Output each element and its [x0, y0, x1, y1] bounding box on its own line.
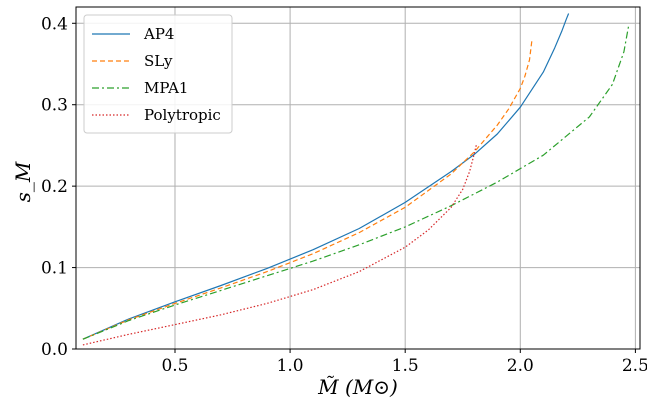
legend-label-mpa1: MPA1: [144, 79, 188, 97]
series-line-polytropic: [82, 143, 478, 346]
x-tick-label: 1.0: [277, 356, 304, 376]
y-tick-label: 0.4: [41, 14, 68, 34]
x-axis-label: M̃ (M⊙): [317, 375, 398, 399]
y-tick-label: 0.2: [41, 177, 68, 197]
legend-label-sly: SLy: [144, 52, 173, 70]
legend: AP4 SLy MPA1 Polytropic: [83, 14, 233, 134]
y-tick-label: 0.0: [41, 340, 68, 360]
legend-label-ap4: AP4: [143, 25, 174, 43]
legend-box: [83, 14, 233, 134]
y-tick-label: 0.1: [41, 259, 68, 279]
x-tick-label: 2.5: [622, 356, 647, 376]
series-lines: [82, 13, 630, 346]
y-ticks: 0.0 0.1 0.2 0.3 0.4: [41, 14, 76, 360]
series-line-sly: [82, 41, 533, 340]
legend-label-polytropic: Polytropic: [144, 106, 221, 124]
series-line-mpa1: [82, 26, 630, 340]
plot-frame: [75, 6, 641, 350]
y-axis-label: s_M: [11, 161, 35, 202]
x-tick-label: 2.0: [507, 356, 534, 376]
x-tick-label: 1.5: [392, 356, 419, 376]
x-ticks: 0.5 1.0 1.5 2.0 2.5: [161, 349, 647, 376]
x-tick-label: 0.5: [161, 356, 188, 376]
series-line-ap4: [82, 13, 570, 340]
y-tick-label: 0.3: [41, 96, 68, 116]
